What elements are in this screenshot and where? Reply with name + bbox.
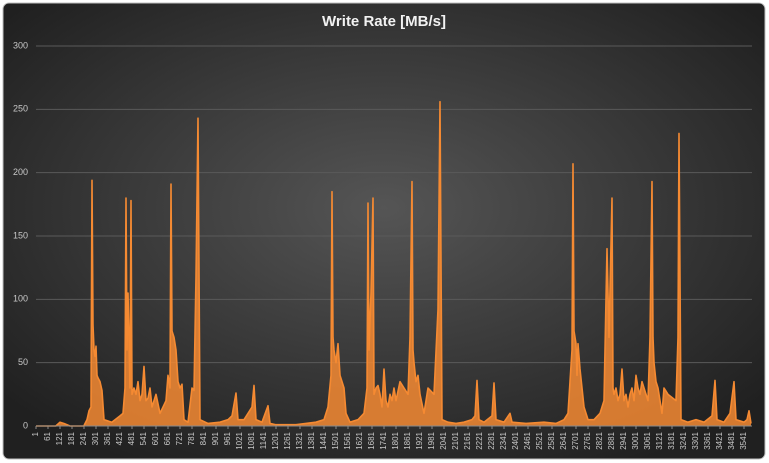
x-tick-label: 2401 [511,431,520,449]
x-tick-label: 841 [199,431,208,445]
x-tick-label: 1 [31,431,40,436]
x-tick-label: 2101 [451,431,460,449]
y-tick-label: 100 [13,294,28,304]
x-tick-label: 2281 [487,431,496,449]
x-tick-label: 2221 [475,431,484,449]
x-tick-label: 2581 [547,431,556,449]
x-tick-label: 3061 [643,431,652,449]
x-tick-label: 2461 [523,431,532,449]
x-tick-label: 241 [79,431,88,445]
x-tick-label: 2641 [559,431,568,449]
y-tick-label: 0 [23,420,28,430]
x-tick-label: 2761 [583,431,592,449]
x-tick-label: 1801 [391,431,400,449]
x-tick-label: 1441 [319,431,328,449]
x-tick-label: 1861 [403,431,412,449]
x-tick-label: 481 [127,431,136,445]
x-tick-label: 3481 [727,431,736,449]
x-tick-label: 3301 [691,431,700,449]
x-tick-label: 2881 [607,431,616,449]
x-tick-label: 661 [163,431,172,445]
x-tick-label: 1981 [427,431,436,449]
x-tick-label: 1141 [259,431,268,449]
x-tick-label: 3001 [631,431,640,449]
x-tick-label: 61 [43,431,52,440]
x-tick-label: 2341 [499,431,508,449]
x-tick-label: 3541 [739,431,748,449]
x-tick-label: 601 [151,431,160,445]
y-tick-label: 300 [13,40,28,50]
x-tick-label: 721 [175,431,184,445]
y-tick-label: 150 [13,230,28,240]
x-tick-label: 2821 [595,431,604,449]
x-tick-label: 3361 [703,431,712,449]
y-tick-label: 50 [18,357,28,367]
x-tick-label: 1921 [415,431,424,449]
x-tick-label: 2701 [571,431,580,449]
x-tick-label: 961 [223,431,232,445]
x-tick-label: 2041 [439,431,448,449]
x-tick-label: 1501 [331,431,340,449]
x-tick-label: 3421 [715,431,724,449]
x-tick-label: 3181 [667,431,676,449]
line [36,100,752,427]
x-tick-label: 301 [91,431,100,445]
x-tick-label: 2941 [619,431,628,449]
x-tick-label: 1741 [379,431,388,449]
x-tick-label: 181 [67,431,76,445]
y-tick-label: 200 [13,167,28,177]
y-tick-label: 250 [13,104,28,114]
x-tick-label: 1261 [283,431,292,449]
x-tick-label: 901 [211,431,220,445]
x-tick-label: 121 [55,431,64,445]
chart-title: Write Rate [MB/s] [322,13,446,30]
x-tick-label: 1381 [307,431,316,449]
x-tick-label: 1321 [295,431,304,449]
x-tick-label: 541 [139,431,148,445]
x-tick-label: 1081 [247,431,256,449]
x-tick-label: 361 [103,431,112,445]
x-tick-label: 781 [187,431,196,445]
x-tick-label: 1681 [367,431,376,449]
x-tick-label: 1201 [271,431,280,449]
x-tick-label: 2521 [535,431,544,449]
x-tick-label: 1621 [355,431,364,449]
x-tick-label: 2161 [463,431,472,449]
x-tick-label: 3121 [655,431,664,449]
x-tick-label: 1021 [235,431,244,449]
x-tick-label: 3241 [679,431,688,449]
x-tick-label: 421 [115,431,124,445]
x-tick-label: 1561 [343,431,352,449]
